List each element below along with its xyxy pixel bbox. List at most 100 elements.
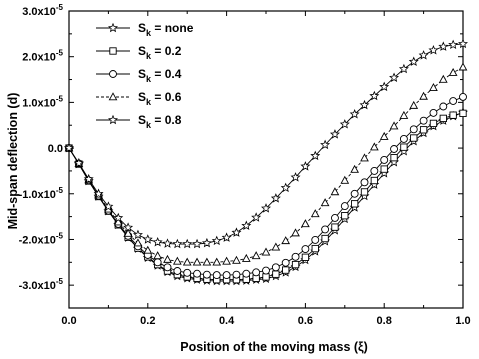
data-point xyxy=(173,267,182,275)
data-point xyxy=(379,81,390,92)
data-point xyxy=(271,242,281,251)
data-point xyxy=(419,116,428,125)
y-tick-mantissa: 0.0 xyxy=(48,143,63,155)
data-point xyxy=(183,268,192,277)
data-point xyxy=(280,182,291,193)
data-point xyxy=(320,139,331,150)
legend-marker xyxy=(108,114,118,125)
x-tick-label: 0.0 xyxy=(61,315,76,327)
x-tick-label: 0.4 xyxy=(219,315,235,327)
legend-subscript: k xyxy=(146,74,152,84)
data-point xyxy=(340,175,350,184)
data-point xyxy=(261,247,271,256)
legend-value: none xyxy=(165,21,194,35)
data-point xyxy=(439,102,448,111)
data-point xyxy=(458,62,468,71)
data-point xyxy=(281,236,291,245)
y-tick-label: 2.0x10-5 xyxy=(22,49,63,64)
data-point xyxy=(163,263,172,272)
data-point xyxy=(458,38,468,49)
legend-value: 0.6 xyxy=(165,90,182,104)
data-point xyxy=(351,200,359,208)
legend-subscript: k xyxy=(146,51,152,61)
data-point xyxy=(202,257,212,266)
data-point xyxy=(152,236,163,247)
legend-entry: Sk = 0.2 xyxy=(96,44,182,61)
data-point xyxy=(389,121,399,130)
data-point xyxy=(193,269,202,278)
data-point xyxy=(211,235,222,246)
data-point xyxy=(350,164,360,173)
data-point xyxy=(301,253,310,261)
data-point xyxy=(438,41,449,51)
data-point xyxy=(242,269,251,278)
data-point xyxy=(172,238,183,249)
data-point xyxy=(201,237,212,248)
data-point xyxy=(380,165,388,173)
data-point xyxy=(459,92,467,101)
y-tick-label: -2.0x10-5 xyxy=(19,231,64,246)
data-point xyxy=(410,134,418,142)
data-point xyxy=(448,39,459,50)
legend-symbol: S xyxy=(138,67,146,81)
legend-equals: = xyxy=(151,90,165,104)
data-point xyxy=(449,97,458,105)
data-point xyxy=(390,154,398,162)
data-point xyxy=(132,229,143,240)
x-tick-label: 0.2 xyxy=(140,315,155,327)
data-point xyxy=(428,45,439,55)
y-tick-exponent: -5 xyxy=(56,186,64,195)
data-point xyxy=(83,173,94,184)
data-point xyxy=(212,271,221,280)
legend-entry: Sk = none xyxy=(96,21,194,38)
x-tick-label: 1.0 xyxy=(455,315,470,327)
y-tick-exponent: -5 xyxy=(56,3,64,12)
series-group xyxy=(64,38,468,286)
data-point xyxy=(113,212,124,223)
data-point xyxy=(310,150,321,161)
series-5 xyxy=(64,38,468,249)
data-point xyxy=(399,134,408,143)
data-point xyxy=(291,228,300,237)
data-point xyxy=(262,266,270,275)
y-tick-mantissa: -3.0x10 xyxy=(19,280,56,292)
data-point xyxy=(163,254,172,263)
data-point xyxy=(222,256,231,265)
legend-entry: Sk = 0.6 xyxy=(96,90,182,107)
y-tick-mantissa: 1.0x10 xyxy=(22,97,56,109)
data-point xyxy=(429,83,438,92)
data-point xyxy=(291,260,300,269)
plot-frame xyxy=(68,10,464,309)
data-point xyxy=(261,203,271,213)
data-point xyxy=(329,129,340,139)
data-point xyxy=(231,227,242,237)
legend-subscript: k xyxy=(146,97,152,107)
data-point xyxy=(330,187,340,196)
data-point xyxy=(349,109,360,119)
data-point xyxy=(408,56,419,66)
y-tick-label: 3.0x10-5 xyxy=(22,3,63,18)
legend-subscript: k xyxy=(146,120,152,130)
data-point xyxy=(399,110,409,119)
data-point xyxy=(162,238,173,248)
y-tick-label: 0.0 xyxy=(48,143,63,155)
legend-label: Sk = 0.8 xyxy=(138,113,182,130)
data-point xyxy=(143,245,153,254)
data-point xyxy=(241,253,251,262)
data-point xyxy=(400,143,408,151)
data-point xyxy=(251,212,262,222)
data-point xyxy=(370,166,379,175)
y-tick-mantissa: 3.0x10 xyxy=(22,6,56,18)
data-point xyxy=(232,255,241,264)
data-point xyxy=(409,100,419,109)
data-point xyxy=(272,270,280,278)
data-point xyxy=(133,238,143,247)
data-point xyxy=(311,244,319,253)
y-tick-label: 1.0x10-5 xyxy=(22,94,63,109)
data-point xyxy=(301,245,310,254)
data-point xyxy=(379,131,389,140)
data-point xyxy=(321,234,329,243)
series-4 xyxy=(64,62,468,266)
data-point xyxy=(271,263,280,272)
